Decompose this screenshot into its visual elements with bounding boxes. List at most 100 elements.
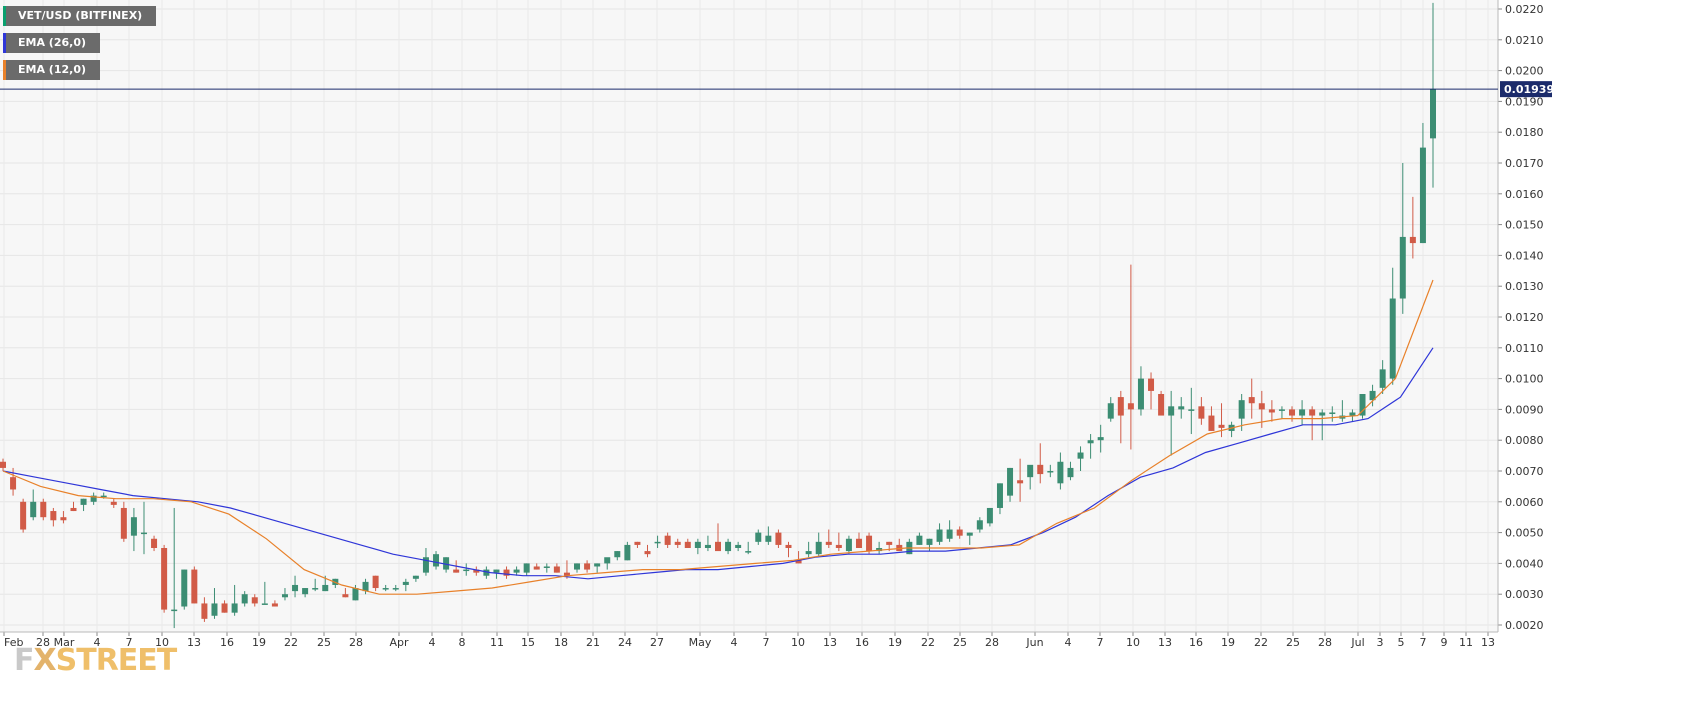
candle-body [473, 569, 480, 573]
x-tick-label: 13 [823, 636, 837, 649]
candle-body [1017, 480, 1024, 484]
candle-body [382, 588, 389, 590]
candle-body [916, 535, 923, 545]
candle-body [1198, 406, 1205, 419]
logo-x: X [33, 643, 57, 678]
x-tick-label: May [689, 636, 712, 649]
x-tick-label: 13 [187, 636, 201, 649]
candle-body [1097, 437, 1104, 441]
y-tick-label: 0.0070 [1505, 465, 1544, 478]
x-tick-label: 24 [618, 636, 632, 649]
x-tick-label: 7 [1097, 636, 1104, 649]
candle-body [372, 575, 379, 589]
candle-body [261, 603, 268, 605]
candle-body [231, 603, 238, 613]
y-tick-label: 0.0050 [1505, 527, 1544, 540]
x-tick-label: 28 [1318, 636, 1332, 649]
candle-body [1047, 471, 1054, 473]
candle-body [674, 541, 681, 545]
candle-body [765, 535, 772, 542]
ema26-line [2, 347, 1434, 580]
candle-body [1430, 89, 1436, 139]
x-tick-label: 19 [252, 636, 266, 649]
current-price-label: 0.019398 [1504, 83, 1562, 96]
x-tick-label: 3 [1377, 636, 1384, 649]
candle-body [1178, 406, 1185, 410]
candle-body [191, 569, 198, 604]
x-tick-label: 28 [36, 636, 50, 649]
candle-body [594, 563, 601, 567]
candle-body [886, 541, 893, 545]
candle-body [201, 603, 208, 619]
x-tick-label: 4 [94, 636, 101, 649]
candle-body [140, 532, 147, 535]
y-tick-label: 0.0060 [1505, 496, 1544, 509]
x-tick-label: 19 [1221, 636, 1235, 649]
candle-body [1027, 464, 1034, 478]
candle-body [1409, 236, 1416, 244]
candle-body [805, 551, 812, 555]
candle-body [694, 541, 701, 548]
candle-body [1077, 452, 1084, 459]
candle-body [634, 541, 641, 545]
y-tick-label: 0.0090 [1505, 403, 1544, 416]
candle-body [1067, 467, 1074, 478]
legend-ema12: EMA (12,0) [3, 60, 100, 80]
candle-body [1168, 406, 1175, 416]
candle-body [463, 569, 470, 572]
candle-body [1007, 467, 1014, 496]
legend-title: VET/USD (BITFINEX) [3, 6, 157, 26]
candle-body [312, 588, 319, 590]
candle-body [1329, 412, 1336, 414]
candle-body [563, 572, 570, 576]
candle-body [584, 563, 591, 570]
candle-body [433, 554, 440, 567]
y-tick-label: 0.0210 [1505, 34, 1544, 47]
candle-body [251, 597, 258, 604]
candle-body [926, 538, 933, 545]
candle-body [523, 563, 530, 573]
candle-body [493, 569, 500, 573]
x-tick-label: 16 [220, 636, 234, 649]
candle-body [453, 569, 460, 573]
x-tick-label: 11 [490, 636, 504, 649]
candle-body [664, 535, 671, 545]
current-price-badge [1500, 81, 1552, 98]
x-tick-label: 25 [317, 636, 331, 649]
x-tick-label: 15 [521, 636, 535, 649]
candle-body [443, 557, 450, 570]
candle-body [956, 529, 963, 536]
candle-body [50, 511, 57, 521]
candle-body [90, 495, 97, 502]
candle-body [1107, 403, 1114, 419]
y-tick-label: 0.0200 [1505, 65, 1544, 78]
fxstreet-logo: FXSTREET [14, 643, 177, 678]
y-tick-label: 0.0160 [1505, 188, 1544, 201]
candle-body [402, 581, 409, 585]
candle-body [281, 594, 288, 598]
candle-body [825, 541, 832, 545]
x-tick-label: 4 [429, 636, 436, 649]
x-tick-label: Jul [1350, 636, 1364, 649]
candle-body [1309, 409, 1316, 416]
candle-body [1268, 409, 1275, 413]
candle-body [120, 507, 127, 539]
x-tick-label: 19 [888, 636, 902, 649]
x-tick-label: 21 [586, 636, 600, 649]
candle-body [1188, 409, 1195, 411]
x-tick-label: 13 [1158, 636, 1172, 649]
candle-body [1117, 397, 1124, 416]
candle-body [392, 588, 399, 590]
candle-body [342, 594, 349, 598]
candle-body [80, 498, 87, 505]
candle-body [1127, 403, 1134, 410]
x-tick-label: 4 [731, 636, 738, 649]
candle-body [30, 501, 37, 518]
ema12-line [2, 279, 1434, 595]
candle-body [614, 551, 621, 558]
candle-body [171, 609, 178, 612]
candle-body [976, 520, 983, 530]
candle-body [745, 551, 752, 553]
